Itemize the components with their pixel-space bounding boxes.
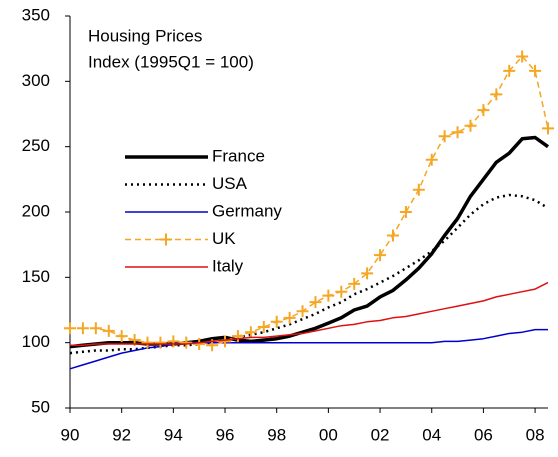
legend-label: Germany	[212, 201, 282, 220]
point-marker	[335, 285, 348, 298]
point-marker	[529, 64, 542, 77]
point-marker	[412, 183, 425, 196]
legend-label: Italy	[212, 256, 244, 275]
point-marker	[180, 336, 193, 349]
x-tick-label: 98	[267, 425, 286, 444]
y-tick-label: 200	[22, 201, 50, 220]
point-marker	[425, 153, 438, 166]
point-marker	[193, 337, 206, 350]
point-marker	[438, 130, 451, 143]
y-tick-label: 50	[31, 397, 50, 416]
point-marker	[76, 322, 89, 335]
point-marker	[374, 249, 387, 262]
point-marker	[348, 277, 361, 290]
x-tick-label: 06	[474, 425, 493, 444]
point-marker	[115, 330, 128, 343]
chart-subtitle: Index (1995Q1 = 100)	[88, 52, 254, 71]
point-marker	[399, 206, 412, 218]
point-marker	[386, 229, 399, 242]
legend-label: France	[212, 146, 265, 165]
legend-marker	[160, 233, 172, 246]
y-tick-label: 300	[22, 71, 50, 90]
x-tick-label: 92	[112, 425, 131, 444]
legend-label: USA	[212, 174, 248, 193]
point-marker	[490, 88, 503, 101]
chart-title: Housing Prices	[88, 26, 202, 45]
point-marker	[64, 322, 76, 335]
y-tick-label: 100	[22, 332, 50, 351]
x-tick-label: 08	[526, 425, 545, 444]
point-marker	[361, 267, 374, 280]
point-marker	[464, 119, 477, 132]
point-marker	[542, 122, 554, 135]
point-marker	[309, 296, 322, 309]
point-marker	[477, 104, 490, 117]
point-marker	[322, 289, 335, 302]
point-marker	[503, 64, 516, 77]
point-marker	[283, 311, 296, 324]
legend-label: UK	[212, 229, 236, 248]
point-marker	[231, 330, 244, 343]
point-marker	[296, 305, 309, 318]
point-marker	[219, 335, 232, 348]
y-tick-label: 350	[22, 5, 50, 24]
point-marker	[516, 50, 529, 63]
x-tick-label: 94	[164, 425, 183, 444]
point-marker	[102, 324, 115, 337]
x-tick-label: 00	[319, 425, 338, 444]
series-line	[69, 328, 548, 370]
point-marker	[141, 336, 154, 349]
y-tick-label: 150	[22, 267, 50, 286]
x-tick-label: 04	[422, 425, 441, 444]
x-tick-label: 02	[371, 425, 390, 444]
x-tick-label: 90	[61, 425, 80, 444]
point-marker	[257, 320, 270, 333]
point-marker	[89, 322, 102, 335]
point-marker	[451, 126, 464, 139]
point-marker	[167, 335, 180, 348]
point-marker	[270, 315, 283, 328]
series-line	[69, 135, 550, 349]
series-line	[70, 281, 549, 347]
y-tick-label: 250	[22, 136, 50, 155]
point-marker	[244, 326, 257, 339]
point-marker	[154, 336, 167, 349]
x-tick-label: 96	[216, 425, 235, 444]
